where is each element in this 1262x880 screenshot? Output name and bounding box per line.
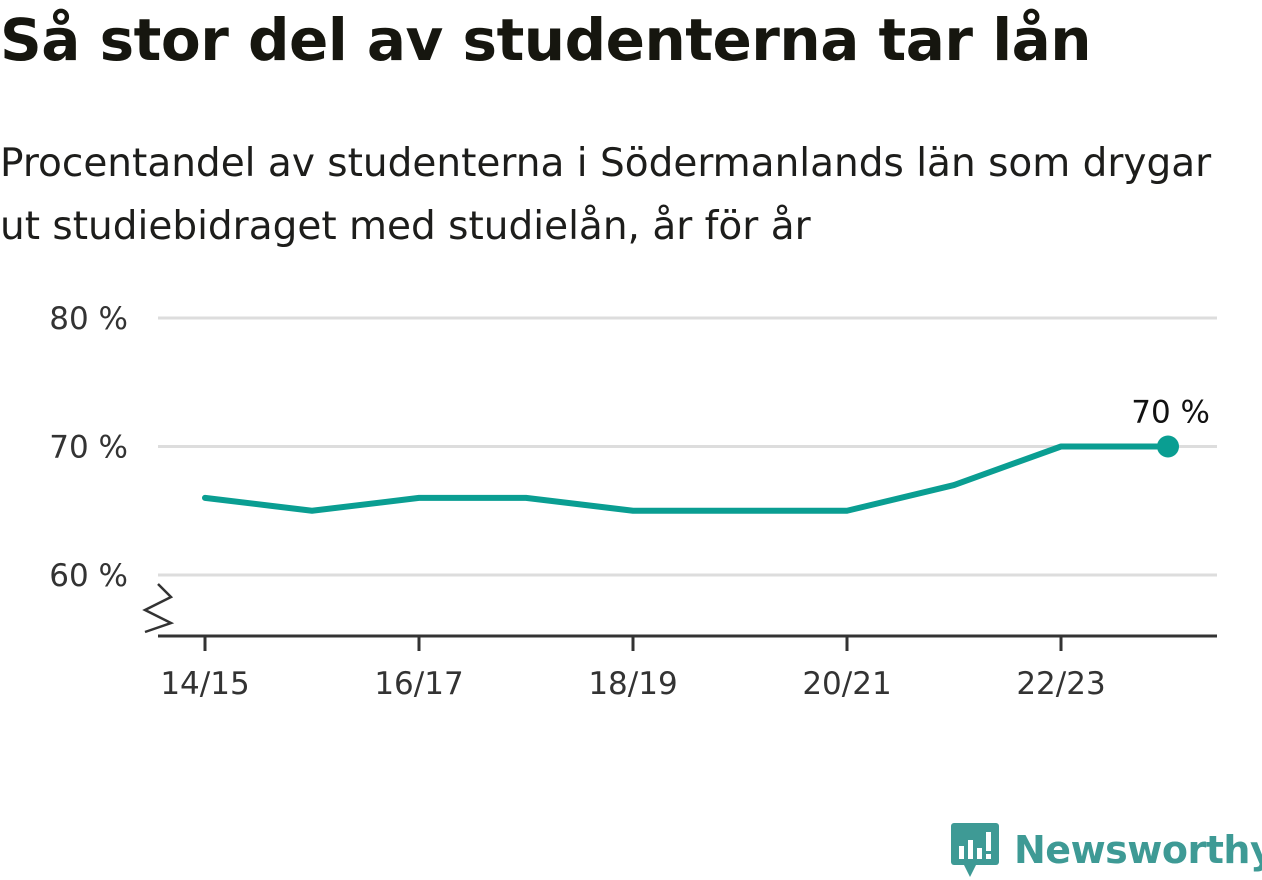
newsworthy-brand: Newsworthy: [950, 820, 1262, 880]
chart-subtitle: Procentandel av studenterna i Södermanla…: [0, 141, 1212, 249]
y-axis-ticks: 60 % 70 % 80 %: [49, 301, 128, 594]
x-axis-ticks: 14/15 16/17 18/19 20/21 22/23: [160, 636, 1106, 702]
brand-name: Newsworthy: [1014, 828, 1262, 872]
x-tick-label: 22/23: [1016, 666, 1105, 702]
x-tick-label: 18/19: [588, 666, 677, 702]
gridlines: [158, 316, 1217, 577]
end-point-label: 70 %: [1131, 395, 1210, 431]
y-tick-label: 60 %: [49, 558, 128, 594]
y-tick-label: 80 %: [49, 301, 128, 337]
series-line: [202, 443, 1171, 514]
x-tick-label: 20/21: [802, 666, 891, 702]
series: 70 %: [202, 395, 1210, 514]
x-tick-label: 16/17: [374, 666, 463, 702]
chart-title: Så stor del av studenterna tar lån: [0, 6, 1092, 74]
x-axis: [142, 583, 1217, 638]
end-point-marker: [1157, 435, 1179, 458]
y-tick-label: 70 %: [49, 430, 128, 466]
x-tick-label: 14/15: [160, 666, 249, 702]
newsworthy-logo-icon: [951, 823, 999, 877]
axis-break-icon: [142, 583, 175, 634]
